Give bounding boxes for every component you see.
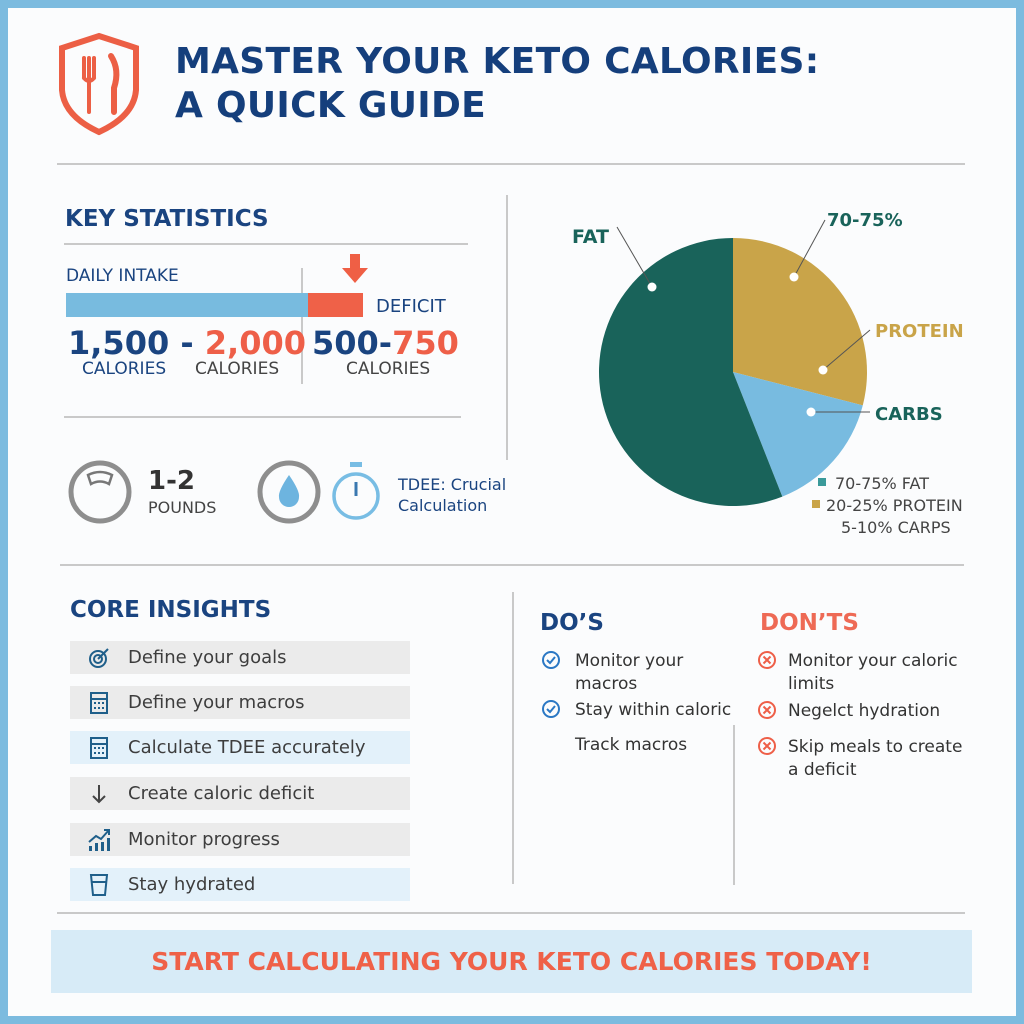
dont-item: Monitor your caloric limits — [757, 650, 967, 696]
callout-protein: PROTEIN — [875, 321, 964, 342]
divider — [733, 725, 735, 885]
divider — [301, 268, 303, 384]
shield-fork-knife-icon — [59, 32, 139, 136]
water-drop-icon — [257, 460, 321, 524]
dont-text: Monitor your caloric limits — [788, 651, 958, 694]
calculator-icon — [70, 691, 128, 714]
pie-slice-protein — [733, 238, 867, 406]
intake-low-value: 1,500 — [68, 324, 170, 362]
page-title: MASTER YOUR KETO CALORIES: A QUICK GUIDE — [175, 40, 819, 128]
legend-swatch-fat — [818, 478, 826, 486]
donts-heading: DON’TS — [760, 610, 859, 636]
divider — [506, 195, 508, 460]
divider — [64, 243, 468, 245]
insight-row: Define your goals — [70, 641, 410, 674]
pounds-value: 1-2 — [148, 466, 195, 496]
daily-intake-label: DAILY INTAKE — [66, 266, 179, 286]
divider — [64, 416, 461, 418]
callout-carbs: CARBS — [875, 404, 943, 425]
dont-item: Skip meals to create a deficit — [757, 736, 967, 782]
macro-pie-chart: FAT 70-75% PROTEIN CARBS 70-75% FAT 20-25% PR… — [572, 210, 964, 537]
intake-bar — [66, 293, 308, 317]
title-line-1: MASTER YOUR KETO CALORIES: — [175, 41, 820, 82]
x-circle-icon — [757, 650, 788, 696]
pounds-label: POUNDS — [148, 498, 217, 517]
do-item: Stay within caloric — [541, 699, 741, 726]
pie-slice-fat — [599, 238, 783, 506]
arrow-down-icon — [70, 783, 128, 805]
scale-icon — [68, 460, 132, 524]
divider — [512, 592, 514, 884]
do-item: Track macros — [541, 734, 741, 757]
divider — [57, 163, 965, 165]
stopwatch-icon — [332, 462, 380, 520]
callout-line — [822, 329, 871, 371]
callout-line — [793, 219, 826, 278]
insight-label: Calculate TDEE accurately — [128, 737, 366, 758]
insight-row: Create caloric deficit — [70, 777, 410, 810]
intake-high-unit: CALORIES — [195, 359, 280, 379]
cta-text: START CALCULATING YOUR KETO CALORIES TOD… — [151, 947, 872, 976]
callout-line — [616, 226, 653, 288]
check-circle-icon — [541, 650, 575, 696]
x-circle-icon — [757, 736, 788, 782]
insight-label: Define your goals — [128, 647, 287, 668]
callout-dot — [789, 272, 799, 282]
callout-dot — [806, 407, 816, 417]
divider — [57, 912, 965, 914]
do-text: Monitor your macros — [575, 651, 684, 694]
glass-icon — [70, 873, 128, 897]
intake-high-value: 2,000 — [204, 324, 306, 362]
insight-label: Define your macros — [128, 692, 305, 713]
tdee-line-1: TDEE: Crucial — [398, 475, 507, 494]
legend-fat: 70-75% FAT — [835, 474, 929, 493]
tdee-line-2: Calculation — [398, 496, 488, 515]
arrow-down-icon — [342, 254, 368, 283]
calculator-icon — [70, 736, 128, 759]
dont-text: Negelct hydration — [788, 701, 941, 721]
legend-carbs: 5-10% CARPS — [841, 518, 951, 537]
cta-banner[interactable]: START CALCULATING YOUR KETO CALORIES TOD… — [51, 930, 972, 993]
intake-low-unit: CALORIES — [82, 359, 167, 379]
key-statistics-heading: KEY STATISTICS — [65, 206, 269, 232]
deficit-high-value: 750 — [392, 324, 459, 362]
do-item: Monitor your macros — [541, 650, 741, 696]
insight-row: Monitor progress — [70, 823, 410, 856]
insight-label: Create caloric deficit — [128, 783, 315, 804]
callout-fat: FAT — [572, 226, 609, 248]
insight-row: Define your macros — [70, 686, 410, 719]
legend-swatch-protein — [812, 500, 820, 508]
deficit-low-value: 500- — [312, 324, 393, 362]
deficit-bar — [308, 293, 363, 317]
legend-protein: 20-25% PROTEIN — [826, 496, 963, 515]
core-insights-heading: CORE INSIGHTS — [70, 597, 272, 623]
intake-separator: - — [180, 324, 194, 362]
insight-row: Stay hydrated — [70, 868, 410, 901]
check-circle-icon — [541, 699, 575, 726]
callout-dot — [647, 282, 657, 292]
do-text: Track macros — [575, 735, 688, 755]
chart-up-icon — [70, 828, 128, 852]
spacer — [541, 734, 575, 757]
do-text: Stay within caloric — [575, 700, 732, 720]
callout-dot — [818, 365, 828, 375]
callout-percent: 70-75% — [827, 210, 903, 231]
deficit-unit: CALORIES — [346, 359, 431, 379]
insight-label: Monitor progress — [128, 829, 280, 850]
x-circle-icon — [757, 700, 788, 727]
pie-slice-carbs — [733, 372, 863, 497]
title-line-2: A QUICK GUIDE — [175, 85, 487, 126]
dont-item: Negelct hydration — [757, 700, 967, 727]
target-icon — [70, 647, 128, 669]
deficit-label: DEFICIT — [376, 296, 446, 317]
dont-text: Skip meals to create a deficit — [788, 737, 963, 780]
divider — [60, 564, 964, 566]
dos-heading: DO’S — [540, 610, 604, 636]
insight-row: Calculate TDEE accurately — [70, 731, 410, 764]
insight-label: Stay hydrated — [128, 874, 256, 895]
